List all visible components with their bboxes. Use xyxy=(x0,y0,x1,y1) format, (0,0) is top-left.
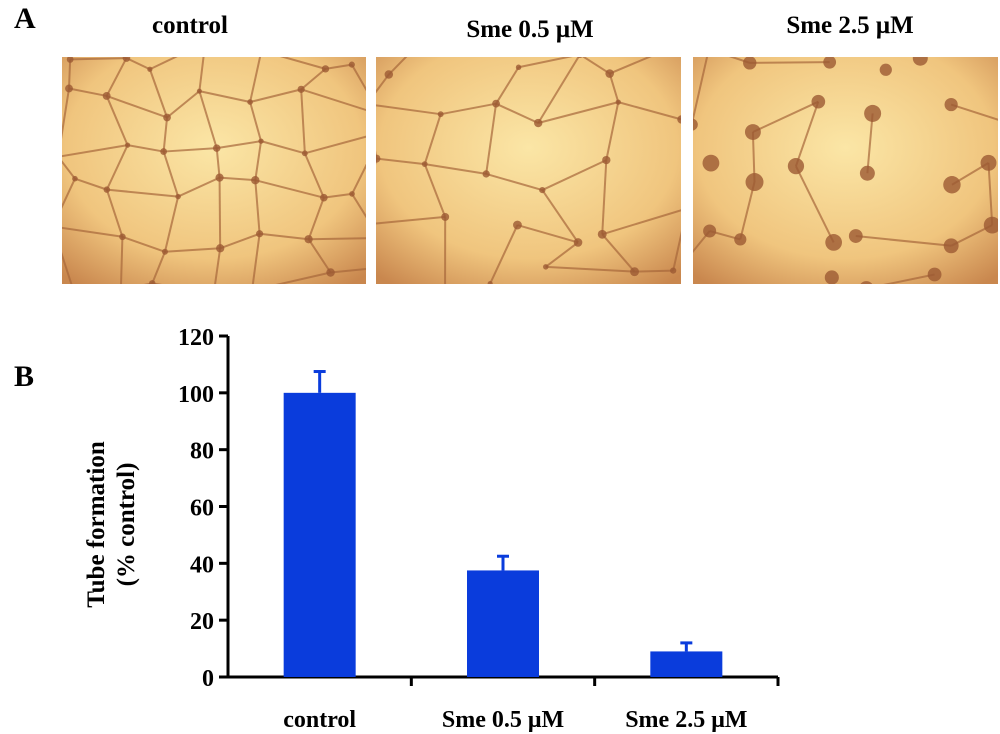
image-title-control: control xyxy=(152,12,228,39)
micrograph-background xyxy=(62,57,366,284)
x-category-label: Sme 2.5 μM xyxy=(625,707,747,733)
y-axis-label-units: (% control) xyxy=(113,463,140,587)
bar xyxy=(650,651,723,677)
image-title-sme-2-5: Sme 2.5 μM xyxy=(786,12,914,39)
bar xyxy=(283,392,356,677)
micrograph-sme-2-5 xyxy=(693,57,998,284)
y-axis-label: Tube formation xyxy=(83,441,110,608)
x-category-label: control xyxy=(283,707,356,733)
micrograph-background xyxy=(376,57,681,284)
y-tick-label: 20 xyxy=(190,609,214,635)
micrograph-control xyxy=(62,57,366,284)
y-tick-label: 40 xyxy=(190,552,214,578)
y-tick-label: 120 xyxy=(178,325,214,351)
micrograph-sme-0-5 xyxy=(376,57,681,284)
x-category-label: Sme 0.5 μM xyxy=(442,707,564,733)
y-tick-label: 60 xyxy=(190,496,214,522)
tube-network xyxy=(62,57,366,284)
image-title-sme-0-5: Sme 0.5 μM xyxy=(466,16,594,43)
y-tick-label: 100 xyxy=(178,382,214,408)
bar xyxy=(467,570,539,677)
tube-network xyxy=(693,57,998,284)
panel-b-label: B xyxy=(14,360,35,393)
y-tick-label: 80 xyxy=(190,439,214,465)
y-tick-label: 0 xyxy=(202,666,214,692)
panel-a-label: A xyxy=(14,2,36,35)
tube-network xyxy=(376,57,681,284)
bar-chart: 0 20 40 60 80 100 120 control Sme 0.5 μM Sme 2.5 … xyxy=(83,325,780,733)
